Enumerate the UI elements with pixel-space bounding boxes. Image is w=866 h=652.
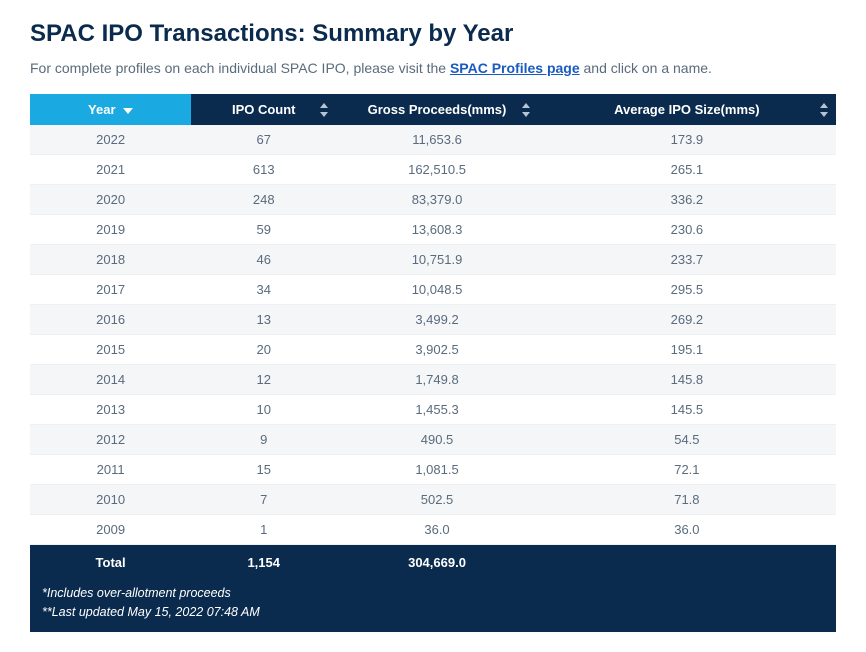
table-cell: 83,379.0 xyxy=(336,185,538,215)
table-cell: 1,749.8 xyxy=(336,365,538,395)
footnote-line: **Last updated May 15, 2022 07:48 AM xyxy=(42,603,824,622)
table-cell: 173.9 xyxy=(538,125,836,155)
table-cell: 9 xyxy=(191,425,336,455)
table-cell: 36.0 xyxy=(336,515,538,545)
sort-icon xyxy=(522,103,530,117)
col-header-gross-proceeds[interactable]: Gross Proceeds(mms) xyxy=(336,94,538,125)
totals-row: Total 1,154 304,669.0 xyxy=(30,545,836,581)
table-cell: 613 xyxy=(191,155,336,185)
col-header-label: Gross Proceeds(mms) xyxy=(368,102,507,117)
spac-profiles-link[interactable]: SPAC Profiles page xyxy=(450,60,580,76)
table-cell: 269.2 xyxy=(538,305,836,335)
table-cell: 59 xyxy=(191,215,336,245)
table-row: 2016133,499.2269.2 xyxy=(30,305,836,335)
table-cell: 13 xyxy=(191,305,336,335)
summary-table: Year IPO Count Gross Proceeds(mms) Avera… xyxy=(30,94,836,580)
table-cell: 145.8 xyxy=(538,365,836,395)
table-cell: 490.5 xyxy=(336,425,538,455)
table-cell: 10,048.5 xyxy=(336,275,538,305)
page-title: SPAC IPO Transactions: Summary by Year xyxy=(30,20,836,48)
table-cell: 2019 xyxy=(30,215,191,245)
table-cell: 36.0 xyxy=(538,515,836,545)
table-cell: 195.1 xyxy=(538,335,836,365)
table-row: 20226711,653.6173.9 xyxy=(30,125,836,155)
table-cell: 11,653.6 xyxy=(336,125,538,155)
table-row: 20173410,048.5295.5 xyxy=(30,275,836,305)
table-row: 20129490.554.5 xyxy=(30,425,836,455)
table-row: 2015203,902.5195.1 xyxy=(30,335,836,365)
table-cell: 1,081.5 xyxy=(336,455,538,485)
table-cell: 20 xyxy=(191,335,336,365)
col-header-label: Year xyxy=(88,102,115,117)
subtitle-text-post: and click on a name. xyxy=(584,60,712,76)
table-cell: 2020 xyxy=(30,185,191,215)
footnotes: *Includes over-allotment proceeds **Last… xyxy=(30,580,836,632)
totals-avg-ipo-size xyxy=(538,545,836,581)
table-cell: 295.5 xyxy=(538,275,836,305)
table-row: 2014121,749.8145.8 xyxy=(30,365,836,395)
table-cell: 162,510.5 xyxy=(336,155,538,185)
col-header-year[interactable]: Year xyxy=(30,94,191,125)
table-row: 2009136.036.0 xyxy=(30,515,836,545)
table-cell: 10 xyxy=(191,395,336,425)
table-row: 2021613162,510.5265.1 xyxy=(30,155,836,185)
sort-desc-icon xyxy=(123,108,133,114)
table-cell: 336.2 xyxy=(538,185,836,215)
table-cell: 2015 xyxy=(30,335,191,365)
footnote-line: *Includes over-allotment proceeds xyxy=(42,584,824,603)
col-header-label: IPO Count xyxy=(232,102,296,117)
table-cell: 2022 xyxy=(30,125,191,155)
table-cell: 265.1 xyxy=(538,155,836,185)
table-cell: 233.7 xyxy=(538,245,836,275)
totals-gross-proceeds: 304,669.0 xyxy=(336,545,538,581)
table-cell: 3,499.2 xyxy=(336,305,538,335)
table-cell: 54.5 xyxy=(538,425,836,455)
subtitle-text-pre: For complete profiles on each individual… xyxy=(30,60,450,76)
table-cell: 72.1 xyxy=(538,455,836,485)
table-cell: 2016 xyxy=(30,305,191,335)
table-cell: 2010 xyxy=(30,485,191,515)
table-cell: 2018 xyxy=(30,245,191,275)
col-header-label: Average IPO Size(mms) xyxy=(614,102,759,117)
table-cell: 145.5 xyxy=(538,395,836,425)
table-cell: 2009 xyxy=(30,515,191,545)
totals-ipo-count: 1,154 xyxy=(191,545,336,581)
table-cell: 71.8 xyxy=(538,485,836,515)
table-cell: 1 xyxy=(191,515,336,545)
table-row: 20184610,751.9233.7 xyxy=(30,245,836,275)
table-cell: 34 xyxy=(191,275,336,305)
table-cell: 7 xyxy=(191,485,336,515)
table-cell: 2011 xyxy=(30,455,191,485)
table-cell: 2021 xyxy=(30,155,191,185)
table-cell: 2013 xyxy=(30,395,191,425)
table-cell: 2014 xyxy=(30,365,191,395)
table-cell: 230.6 xyxy=(538,215,836,245)
table-cell: 2017 xyxy=(30,275,191,305)
totals-label: Total xyxy=(30,545,191,581)
table-row: 2011151,081.572.1 xyxy=(30,455,836,485)
table-cell: 1,455.3 xyxy=(336,395,538,425)
table-cell: 248 xyxy=(191,185,336,215)
table-cell: 67 xyxy=(191,125,336,155)
table-row: 2013101,455.3145.5 xyxy=(30,395,836,425)
table-cell: 12 xyxy=(191,365,336,395)
sort-icon xyxy=(820,103,828,117)
table-row: 202024883,379.0336.2 xyxy=(30,185,836,215)
table-cell: 502.5 xyxy=(336,485,538,515)
table-cell: 13,608.3 xyxy=(336,215,538,245)
col-header-avg-ipo-size[interactable]: Average IPO Size(mms) xyxy=(538,94,836,125)
subtitle: For complete profiles on each individual… xyxy=(30,60,836,76)
table-cell: 46 xyxy=(191,245,336,275)
table-row: 20107502.571.8 xyxy=(30,485,836,515)
table-cell: 15 xyxy=(191,455,336,485)
table-row: 20195913,608.3230.6 xyxy=(30,215,836,245)
table-cell: 3,902.5 xyxy=(336,335,538,365)
sort-icon xyxy=(320,103,328,117)
table-cell: 2012 xyxy=(30,425,191,455)
table-cell: 10,751.9 xyxy=(336,245,538,275)
col-header-ipo-count[interactable]: IPO Count xyxy=(191,94,336,125)
